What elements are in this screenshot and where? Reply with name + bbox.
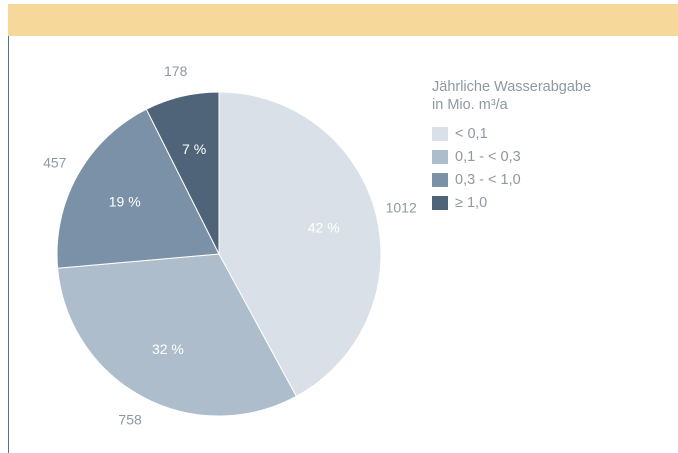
legend-item-1: < 0,1 bbox=[432, 122, 668, 145]
legend-item-3: 0,3 - < 1,0 bbox=[432, 168, 668, 191]
legend-swatch-3 bbox=[432, 172, 448, 187]
value-label-4: 178 bbox=[164, 63, 188, 79]
percent-label-1: 42 % bbox=[308, 219, 340, 235]
pie-slices bbox=[56, 91, 382, 417]
legend: Jährliche Wasserabgabe in Mio. m³/a < 0,… bbox=[432, 78, 668, 214]
legend-label-3: 0,3 - < 1,0 bbox=[455, 171, 521, 188]
percent-label-4: 7 % bbox=[182, 141, 206, 157]
legend-item-4: ≥ 1,0 bbox=[432, 191, 668, 214]
percent-label-2: 32 % bbox=[152, 341, 184, 357]
legend-label-4: ≥ 1,0 bbox=[455, 194, 488, 211]
legend-label-2: 0,1 - < 0,3 bbox=[455, 148, 521, 165]
value-label-1: 1012 bbox=[386, 200, 417, 216]
legend-swatch-4 bbox=[432, 195, 448, 210]
header-band bbox=[8, 4, 678, 36]
percent-label-3: 19 % bbox=[109, 193, 141, 209]
legend-title-line-2: in Mio. m³/a bbox=[432, 97, 508, 113]
legend-item-2: 0,1 - < 0,3 bbox=[432, 145, 668, 168]
pie-slice-3 bbox=[56, 108, 220, 269]
value-label-3: 457 bbox=[43, 154, 67, 170]
pie-percent-labels: 42 % 32 % 19 % 7 % bbox=[109, 141, 340, 357]
left-border-line bbox=[8, 36, 9, 453]
legend-label-1: < 0,1 bbox=[455, 125, 488, 142]
value-label-2: 758 bbox=[118, 412, 142, 428]
pie-slice-4 bbox=[145, 91, 220, 255]
pie-value-labels: 1012 758 457 178 bbox=[43, 63, 417, 428]
legend-title: Jährliche Wasserabgabe in Mio. m³/a bbox=[432, 78, 668, 114]
legend-items: < 0,1 0,1 - < 0,3 0,3 - < 1,0 ≥ 1,0 bbox=[432, 122, 668, 214]
pie-slice-1 bbox=[218, 91, 382, 398]
legend-title-line-1: Jährliche Wasserabgabe bbox=[432, 79, 592, 95]
legend-swatch-2 bbox=[432, 149, 448, 164]
pie-slice-2 bbox=[57, 253, 298, 417]
legend-swatch-1 bbox=[432, 126, 448, 141]
